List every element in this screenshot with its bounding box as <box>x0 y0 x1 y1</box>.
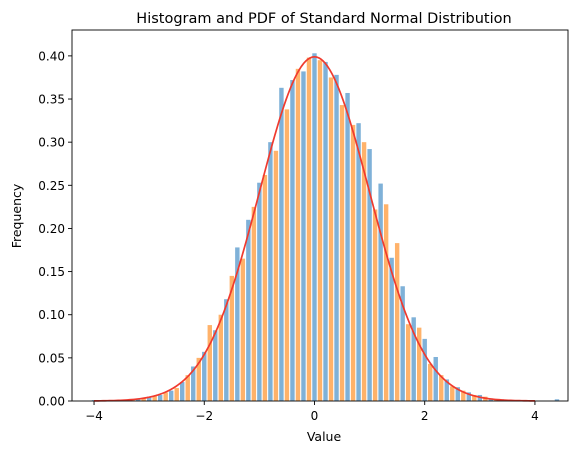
histogram-bar-series-2 <box>141 398 146 401</box>
y-tick-label: 0.20 <box>38 222 65 236</box>
y-tick-label: 0.25 <box>38 179 65 193</box>
histogram-bar-series-1 <box>213 330 218 401</box>
histogram-bar-series-2 <box>428 363 433 401</box>
histogram-bars <box>91 53 560 402</box>
pdf-curve <box>94 55 535 402</box>
histogram-bar-series-2 <box>152 395 157 401</box>
histogram-bar-series-1 <box>224 299 229 401</box>
histogram-bar-series-2 <box>284 109 290 402</box>
histogram-bar-series-2 <box>273 150 279 401</box>
histogram-bar-series-1 <box>191 366 196 401</box>
histogram-bar-series-2 <box>196 357 201 401</box>
histogram-bar-series-2 <box>372 209 378 401</box>
histogram-bar-series-1 <box>411 317 416 401</box>
histogram-bar-series-1 <box>246 219 251 401</box>
histogram-bar-series-2 <box>416 327 422 401</box>
histogram-bar-series-1 <box>554 399 560 401</box>
histogram-bar-series-1 <box>257 182 262 401</box>
histogram-bar-series-2 <box>306 57 312 401</box>
y-axis-label: Frequency <box>9 183 24 248</box>
y-tick-label: 0.05 <box>38 351 65 365</box>
histogram-bar-series-1 <box>334 74 339 402</box>
plot-frame <box>71 29 569 402</box>
histogram-bar-series-1 <box>180 382 185 401</box>
histogram-bar-series-1 <box>202 351 207 401</box>
histogram-bar-series-1 <box>400 286 405 401</box>
y-tick-label: 0.00 <box>38 395 65 409</box>
x-axis-label: Value <box>307 429 342 444</box>
histogram-bar-series-1 <box>157 394 163 401</box>
histogram-bar-series-2 <box>405 324 411 401</box>
histogram-bar-series-1 <box>279 87 284 401</box>
histogram-bar-series-2 <box>328 77 334 401</box>
histogram-bar-series-2 <box>218 314 224 401</box>
histogram-bar-series-1 <box>235 247 240 401</box>
histogram-bar-series-1 <box>367 149 372 401</box>
y-tick-label: 0.40 <box>38 49 65 63</box>
histogram-bar-series-2 <box>350 124 356 401</box>
histogram-bar-series-1 <box>389 257 394 401</box>
pdf-curve-layer <box>94 55 535 402</box>
y-axis: 0.00 0.05 0.10 0.15 0.20 0.25 0.30 0.35 0.40 <box>38 49 72 409</box>
histogram-bar-series-2 <box>163 392 168 401</box>
histogram-bar-series-1 <box>135 399 141 401</box>
y-tick-label: 0.35 <box>38 93 65 107</box>
x-tick-label: −4 <box>85 409 103 423</box>
histogram-bar-series-2 <box>251 206 257 401</box>
y-tick-label: 0.15 <box>38 265 65 279</box>
histogram-bar-series-1 <box>378 183 383 401</box>
histogram-bar-series-1 <box>301 71 306 402</box>
histogram-bar-series-2 <box>207 325 212 401</box>
histogram-bar-series-2 <box>472 394 477 401</box>
histogram-bar-series-1 <box>356 123 361 401</box>
histogram-bar-series-2 <box>450 386 455 401</box>
histogram-bar-series-2 <box>229 275 235 401</box>
histogram-bar-series-1 <box>345 92 350 402</box>
histogram-bar-series-2 <box>394 243 400 401</box>
x-tick-label: 4 <box>531 409 539 423</box>
y-tick-label: 0.30 <box>38 136 65 150</box>
histogram-bar-series-1 <box>444 379 449 401</box>
histogram-bar-series-2 <box>383 204 389 401</box>
histogram-bar-series-2 <box>461 390 466 401</box>
histogram-bar-series-2 <box>185 375 190 401</box>
histogram-bar-series-2 <box>317 60 323 402</box>
histogram-bar-series-1 <box>312 53 317 401</box>
histogram-bar-series-1 <box>168 390 174 401</box>
histogram-bar-series-2 <box>439 375 444 401</box>
x-axis: −4 −2 0 2 4 <box>85 401 539 423</box>
histogram-bar-series-1 <box>466 392 472 401</box>
histogram-bar-series-2 <box>240 258 246 401</box>
histogram-bar-series-2 <box>295 68 301 401</box>
histogram-bar-series-2 <box>339 105 345 401</box>
x-tick-label: 0 <box>311 409 319 423</box>
x-tick-label: −2 <box>195 409 213 423</box>
histogram-bar-series-2 <box>174 388 179 401</box>
chart-title: Histogram and PDF of Standard Normal Dis… <box>136 11 511 27</box>
histogram-bar-series-1 <box>323 61 328 402</box>
y-tick-label: 0.10 <box>38 308 65 322</box>
histogram-bar-series-2 <box>262 174 268 401</box>
histogram-bar-series-1 <box>422 338 427 401</box>
histogram-bar-series-1 <box>455 387 460 401</box>
histogram-bar-series-1 <box>146 396 152 401</box>
histogram-bar-series-1 <box>290 80 295 401</box>
histogram-bar-series-2 <box>361 142 367 402</box>
x-tick-label: 2 <box>421 409 429 423</box>
histogram-bar-series-1 <box>268 142 273 402</box>
histogram-bar-series-1 <box>433 356 438 401</box>
